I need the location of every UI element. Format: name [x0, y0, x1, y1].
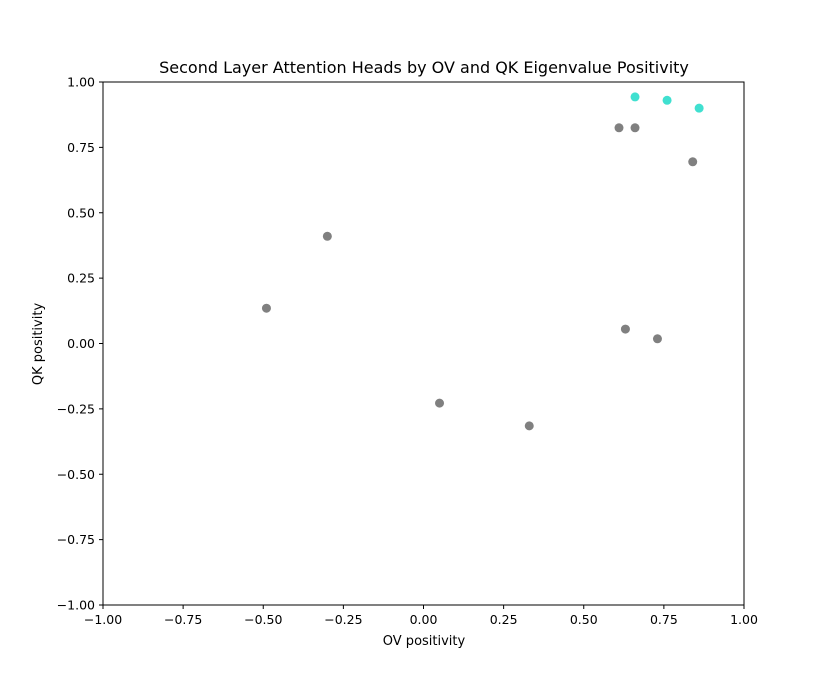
- head-point: [630, 123, 640, 133]
- x-axis-label: OV positivity: [383, 634, 466, 649]
- y-tick-label: 1.00: [67, 75, 95, 90]
- y-axis-label: QK positivity: [31, 303, 46, 386]
- x-tick-label: −0.75: [164, 612, 202, 627]
- y-tick-label: 0.25: [67, 271, 95, 286]
- x-axis: −1.00 −0.75 −0.50 −0.25 0.00 0.25 0.50 0.75 1.00: [84, 605, 758, 627]
- y-axis: −1.00 −0.75 −0.50 −0.25 0.00 0.25 0.50 0.75 1.00: [57, 75, 103, 613]
- x-tick-label: 0.75: [650, 612, 678, 627]
- x-tick-label: −0.25: [324, 612, 362, 627]
- axes-frame: [102, 81, 745, 606]
- y-tick-label: 0.00: [67, 336, 95, 351]
- head-point: [688, 157, 698, 167]
- y-tick-label: −1.00: [57, 598, 95, 613]
- x-tick-label: −0.50: [244, 612, 282, 627]
- y-tick-label: −0.75: [57, 532, 95, 547]
- head-point: [261, 303, 271, 313]
- head-point: [322, 231, 332, 241]
- y-tick-label: −0.50: [57, 467, 95, 482]
- head-point: [435, 398, 445, 408]
- highlighted-head-point: [630, 92, 640, 102]
- x-tick-label: 0.25: [490, 612, 518, 627]
- head-point: [524, 421, 534, 431]
- highlighted-head-point: [694, 103, 704, 113]
- head-point: [620, 324, 630, 334]
- y-tick-label: 0.75: [67, 140, 95, 155]
- chart-title: Second Layer Attention Heads by OV and Q…: [159, 58, 689, 77]
- y-tick-label: 0.50: [67, 205, 95, 220]
- y-tick-label: −0.25: [57, 401, 95, 416]
- head-point: [652, 334, 662, 344]
- plot-area: [261, 92, 704, 431]
- x-tick-label: 0.50: [570, 612, 598, 627]
- x-tick-label: −1.00: [84, 612, 122, 627]
- head-point: [614, 123, 624, 133]
- x-tick-label: 1.00: [730, 612, 758, 627]
- x-tick-label: 0.00: [410, 612, 438, 627]
- highlighted-head-point: [662, 95, 672, 105]
